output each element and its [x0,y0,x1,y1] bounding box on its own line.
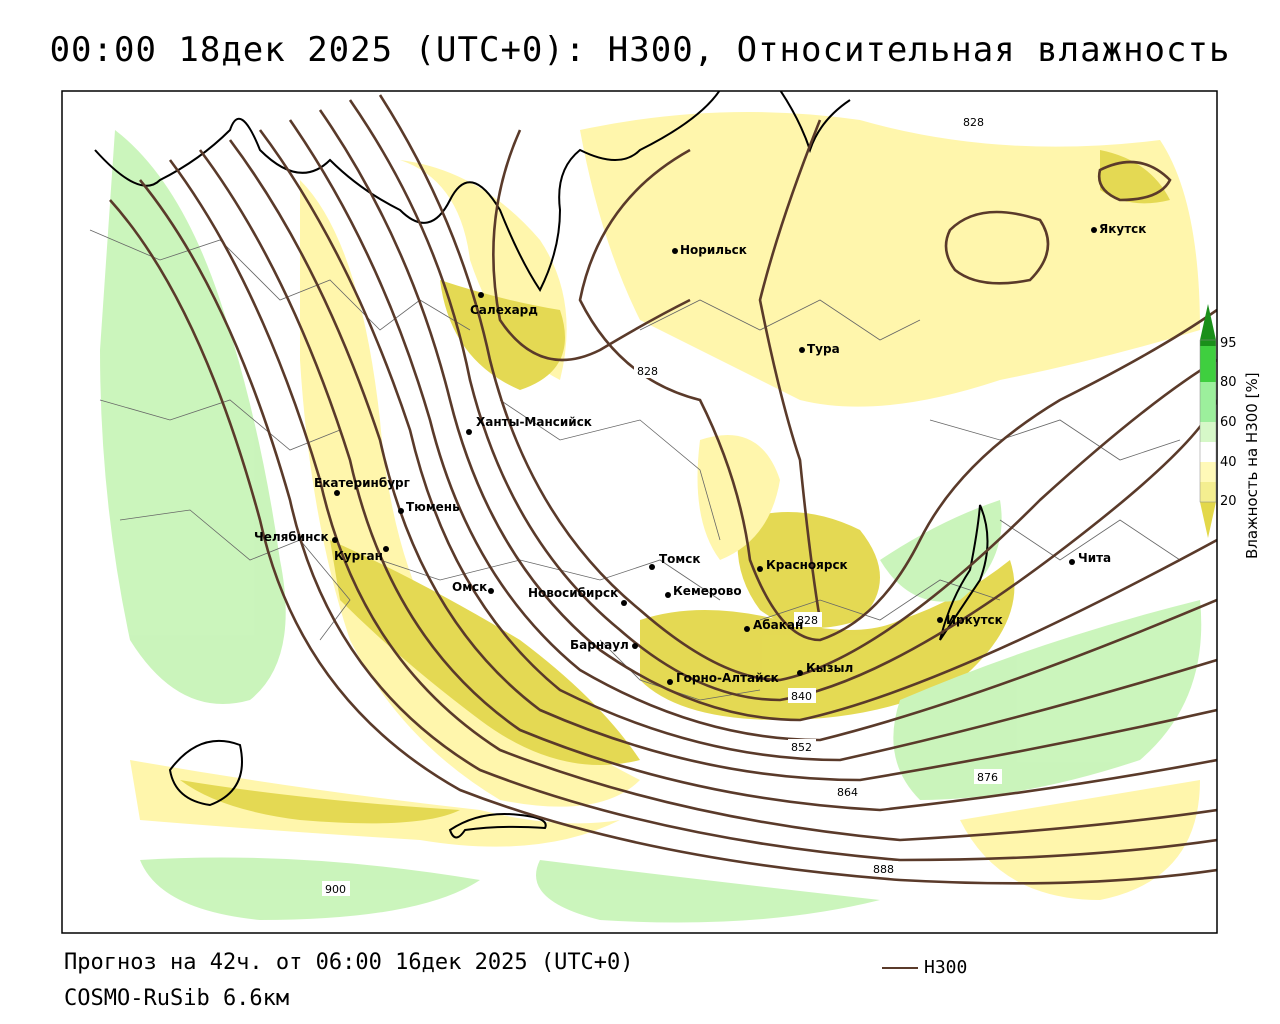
svg-text:828: 828 [963,116,984,129]
forecast-info: Прогноз на 42ч. от 06:00 16дек 2025 (UTC… [64,950,634,975]
svg-text:876: 876 [977,771,998,784]
humidity-fill [100,112,1202,923]
city-chita: Чита [1069,551,1111,565]
city-abakan: Абакан [744,618,803,632]
colorbar-title: Влажность на H300 [%] [1243,372,1261,559]
svg-text:Абакан: Абакан [753,618,803,632]
contour-label: 888 [870,861,898,876]
colorbar-tick: 40 [1220,455,1237,470]
colorbar-tick: 60 [1220,415,1237,430]
contour-label: 828 [634,363,662,378]
city-tura: Тура [799,342,840,356]
city-yakutsk: Якутск [1091,222,1146,236]
city-kurgan: Курган [334,546,389,563]
contour-label: 852 [788,739,816,754]
svg-text:Ханты-Мансийск: Ханты-Мансийск [476,415,592,429]
svg-text:864: 864 [837,786,858,799]
svg-text:Красноярск: Красноярск [766,558,848,572]
svg-text:Якутск: Якутск [1099,222,1146,236]
svg-text:828: 828 [637,365,658,378]
contour-label: 900 [322,881,350,896]
admin-borders [89,229,1181,701]
city-novosibirsk: Новосибирск [528,586,627,606]
page-title: 00:00 18дек 2025 (UTC+0): H300, Относите… [49,30,1231,70]
contour-label: 828 [794,612,822,627]
city-norilsk: Норильск [672,243,747,257]
colorbar-tick: 20 [1220,494,1237,509]
city-salekhard: Салехард [470,292,538,317]
contour-label: 864 [834,784,862,799]
svg-text:Курган: Курган [334,549,383,563]
svg-text:828: 828 [797,614,818,627]
h300-legend-swatch [882,966,918,969]
svg-text:Томск: Томск [659,552,701,566]
city-tyumen: Тюмень [398,500,460,514]
map-frame [61,90,1218,934]
city-omsk: Омск [452,580,494,594]
city-khanty-mansiysk: Ханты-Мансийск [466,415,592,435]
colorbar-tick: 80 [1220,375,1237,390]
h300-legend: H300 [882,957,967,978]
city-chelyabinsk: Челябинск [254,530,338,544]
contour-label: 828 [960,114,988,129]
coastlines [94,91,989,839]
svg-text:900: 900 [325,883,346,896]
svg-text:852: 852 [791,741,812,754]
colorbar [1199,304,1217,538]
svg-text:Новосибирск: Новосибирск [528,586,618,600]
colorbar-top-arrow [1200,304,1216,340]
model-name: COSMO-RuSib 6.6км [64,986,290,1011]
svg-text:Горно-Алтайск: Горно-Алтайск [676,671,779,685]
svg-text:Кызыл: Кызыл [806,661,853,675]
city-krasnoyarsk: Красноярск [757,558,848,572]
colorbar-tick: 95 [1220,336,1237,351]
city-barnaul: Барнаул [570,638,638,652]
svg-text:Екатеринбург: Екатеринбург [314,476,410,490]
contour-label: 876 [974,769,1002,784]
svg-text:Чита: Чита [1078,551,1111,565]
city-gorno-altaysk: Горно-Алтайск [667,671,779,685]
svg-text:Тюмень: Тюмень [406,500,460,514]
svg-text:Норильск: Норильск [680,243,747,257]
svg-text:Салехард: Салехард [470,303,538,317]
svg-text:Омск: Омск [452,580,487,594]
svg-text:Иркутск: Иркутск [946,613,1003,627]
contour-label: 840 [788,688,816,703]
city-tomsk: Томск [649,552,701,570]
city-ekaterinburg: Екатеринбург [314,476,410,496]
city-kyzyl: Кызыл [797,661,853,676]
svg-text:Барнаул: Барнаул [570,638,629,652]
cities: Норильск Якутск Салехард Тура Ханты-Манс… [254,222,1146,685]
city-kemerovo: Кемерово [665,584,742,598]
colorbar-bottom-arrow [1200,502,1216,538]
h300-legend-label: H300 [924,957,968,978]
contour-label-group: 828 828 828 840 852 864 [322,114,1002,896]
svg-text:Кемерово: Кемерово [673,584,742,598]
city-irkutsk: Иркутск [937,613,1003,627]
h300-contours [109,94,1217,885]
svg-text:888: 888 [873,863,894,876]
svg-text:Челябинск: Челябинск [254,530,329,544]
svg-text:Тура: Тура [807,342,840,356]
svg-text:840: 840 [791,690,812,703]
